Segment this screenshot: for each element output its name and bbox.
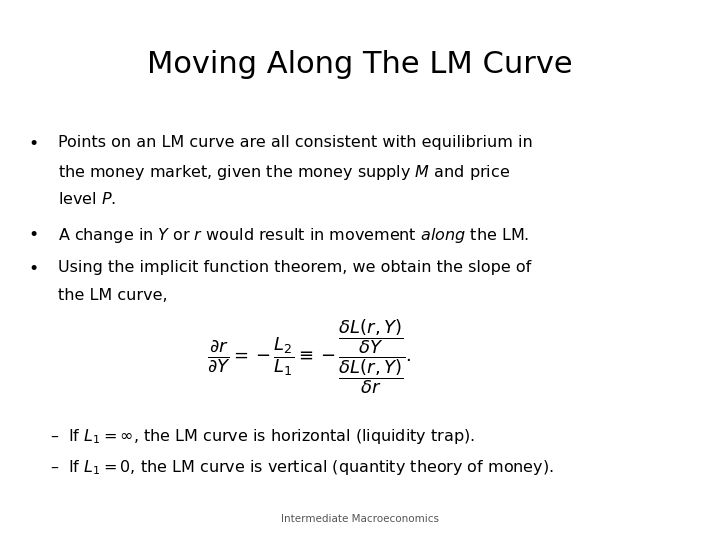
Text: Intermediate Macroeconomics: Intermediate Macroeconomics [281,514,439,524]
Text: the LM curve,: the LM curve, [58,288,167,303]
Text: •: • [29,226,39,244]
Text: $\dfrac{\partial r}{\partial Y} = -\dfrac{L_2}{L_1} \equiv -\dfrac{\dfrac{\delta: $\dfrac{\partial r}{\partial Y} = -\dfra… [207,318,412,396]
Text: level $\mathit{P}$.: level $\mathit{P}$. [58,191,116,207]
Text: –  If $L_1 = \infty$, the LM curve is horizontal (liquidity trap).: – If $L_1 = \infty$, the LM curve is hor… [50,427,475,446]
Text: Using the implicit function theorem, we obtain the slope of: Using the implicit function theorem, we … [58,260,531,275]
Text: Points on an LM curve are all consistent with equilibrium in: Points on an LM curve are all consistent… [58,135,532,150]
Text: Moving Along The LM Curve: Moving Along The LM Curve [147,50,573,79]
Text: A change in $\mathit{Y}$ or $\mathit{r}$ would result in movement $\mathit{along: A change in $\mathit{Y}$ or $\mathit{r}$… [58,226,528,245]
Text: the money market, given the money supply $\mathit{M}$ and price: the money market, given the money supply… [58,163,510,182]
Text: •: • [29,135,39,153]
Text: •: • [29,260,39,278]
Text: –  If $L_1 = 0$, the LM curve is vertical (quantity theory of money).: – If $L_1 = 0$, the LM curve is vertical… [50,458,554,477]
